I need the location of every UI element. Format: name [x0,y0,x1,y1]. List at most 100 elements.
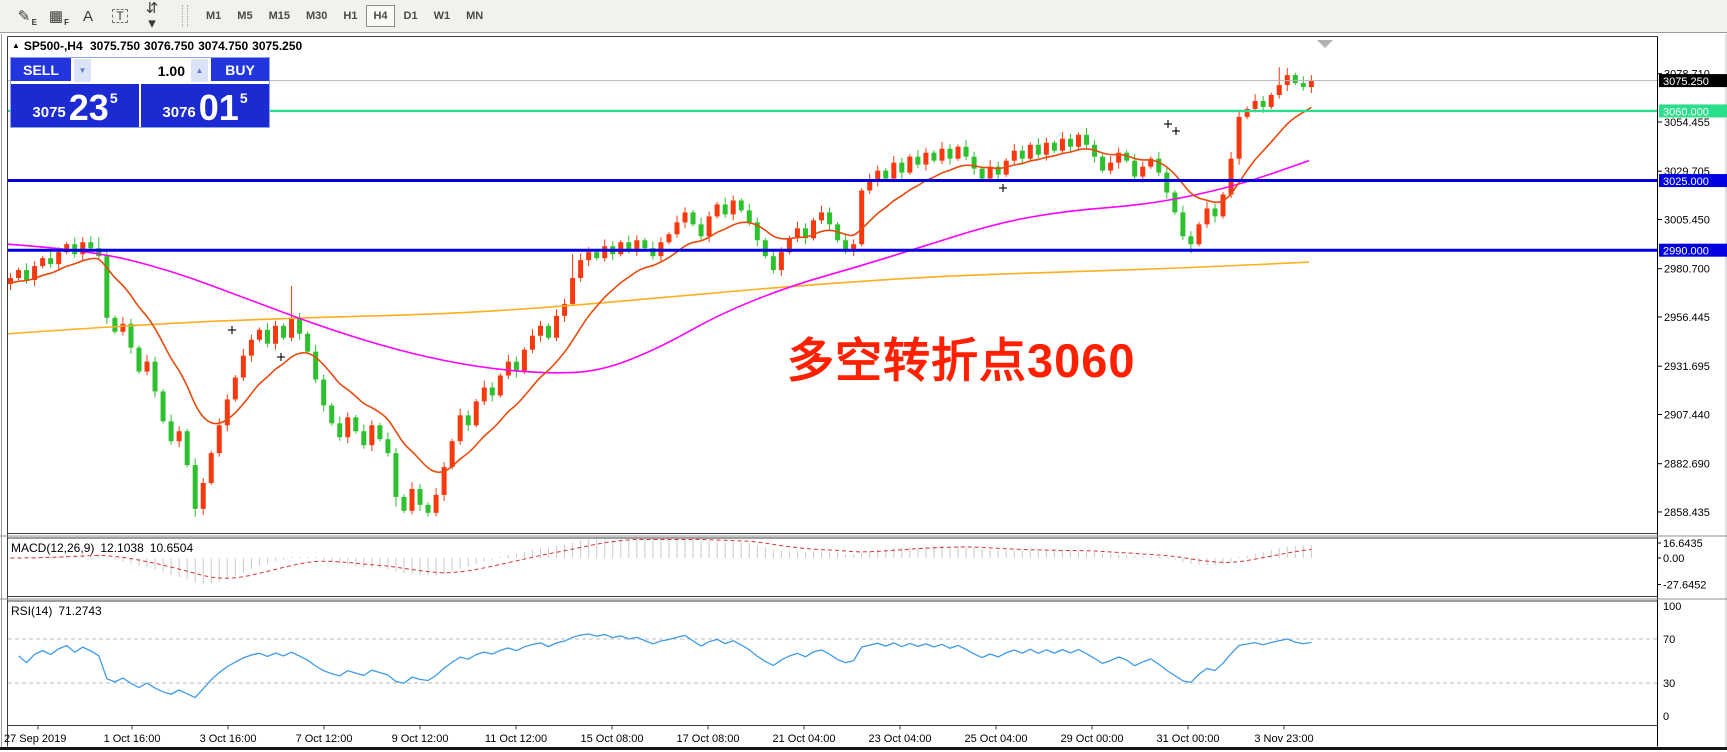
time-axis-label: 23 Oct 04:00 [869,733,932,745]
ask-pip-fraction: 5 [239,90,248,106]
candle-body [738,200,744,211]
arrange-icon: ⇵ ▾ [145,0,159,32]
rsi-name: RSI(14) [11,604,53,618]
level-price-badge [1659,104,1727,118]
toolbar-drag-handle[interactable] [182,5,188,27]
drawing-tools-group: ✎ E ▦ F A T ⇵ ▾ [8,0,168,32]
candle-body [208,453,214,483]
candle-body [1075,134,1081,147]
candle-body [618,242,624,255]
candle-body [690,212,696,225]
candle-body [1228,158,1234,195]
candle-body [1188,236,1194,245]
volume-input[interactable] [92,58,190,83]
candle-body [1043,142,1049,155]
text-box-button[interactable]: T [104,4,136,28]
timeframe-toolbar: M1 M5 M15 M30 H1 H4 D1 W1 MN [198,5,491,27]
timeframe-button-M1[interactable]: M1 [199,5,228,27]
candle-body [698,224,704,237]
candle-body [562,303,568,316]
candle-body [626,242,632,251]
candle-body [489,387,495,396]
time-axis-label: 31 Oct 00:00 [1157,733,1220,745]
candle-body [457,415,463,442]
candle-body [216,425,222,454]
candle-body [313,351,319,380]
candle-body [1132,160,1138,177]
candle-body [345,417,351,438]
candle-body [899,162,905,173]
candle-body [96,248,102,257]
candle-body [144,361,150,372]
grid-button[interactable]: ▦ F [40,4,72,28]
rsi-axis-label: 70 [1663,634,1675,646]
candle-body [811,220,816,239]
candle-body [1308,80,1314,88]
macd-axis-label: 16.6435 [1663,538,1703,550]
timeframe-button-W1[interactable]: W1 [427,5,458,27]
candle-body [1300,83,1306,88]
candle-body [875,170,881,181]
candle-body [714,204,720,217]
candle-body [176,431,182,442]
candle-body [1172,192,1178,213]
candle-body [594,252,600,259]
grid-sub-label: F [64,18,69,27]
candle-body [24,270,30,281]
bid-pip-fraction: 5 [109,90,118,106]
rsi-axis-label: 100 [1663,601,1681,613]
candle-body [674,222,680,235]
current-price-badge-label: 3075.250 [1663,76,1709,88]
sell-button[interactable]: SELL [11,58,73,83]
text-label-button[interactable]: A [72,4,104,28]
candle-body [40,258,46,267]
candle-body [883,170,889,179]
expert-advisor-button[interactable]: ✎ E [8,4,40,28]
timeframe-button-M15[interactable]: M15 [262,5,297,27]
candle-body [232,377,238,400]
toolbar: ✎ E ▦ F A T ⇵ ▾ M1 M5 M15 M30 H1 H4 D1 W1 MN [0,0,1727,33]
ask-price[interactable]: 3076 01 5 [141,84,269,127]
timeframe-button-M5[interactable]: M5 [230,5,259,27]
timeframe-button-H1[interactable]: H1 [336,5,364,27]
candle-body [931,152,937,161]
text-label-icon: A [82,7,93,25]
price-tick-label: 2956.445 [1664,312,1710,324]
candle-body [650,248,656,257]
timeframe-button-D1[interactable]: D1 [397,5,425,27]
candle-body [481,387,487,402]
arrange-button[interactable]: ⇵ ▾ [136,0,168,32]
timeframe-button-M30[interactable]: M30 [299,5,334,27]
candle-body [112,317,118,332]
candle-body [1204,208,1210,225]
candle-body [1067,138,1073,147]
candle-body [939,148,945,161]
volume-decrease-button[interactable]: ▼ [73,58,92,83]
chart-annotation-text: 多空转折点3060 [787,334,1136,387]
candle-body [264,329,270,344]
timeframe-button-MN[interactable]: MN [459,5,490,27]
level-price-badge [1659,174,1727,188]
rsi-axis-label: 30 [1663,678,1675,690]
candle-body [32,266,38,281]
candle-body [248,339,254,356]
buy-button[interactable]: BUY [209,58,269,83]
collapse-arrow-icon[interactable]: ▲ [12,41,20,50]
timeframe-button-H4[interactable]: H4 [366,5,395,27]
candle-body [521,349,527,372]
quote-header[interactable]: ▲ SP500-,H4 3075.750 3076.750 3074.750 3075.… [12,39,306,53]
time-axis-label: 3 Nov 23:00 [1254,733,1313,745]
candle-body [1140,166,1146,177]
volume-increase-button[interactable]: ▲ [190,58,209,83]
candle-body [409,488,415,511]
rsi-value: 71.2743 [58,604,102,618]
current-price-badge [1659,74,1727,88]
candle-body [1108,162,1114,171]
candle-body [778,252,784,271]
candle-body [963,146,969,157]
bid-price[interactable]: 3075 23 5 [11,84,141,127]
price-tick-label: 2858.435 [1664,507,1710,519]
candle-body [353,417,359,432]
price-tick-label: 2907.440 [1664,409,1710,421]
